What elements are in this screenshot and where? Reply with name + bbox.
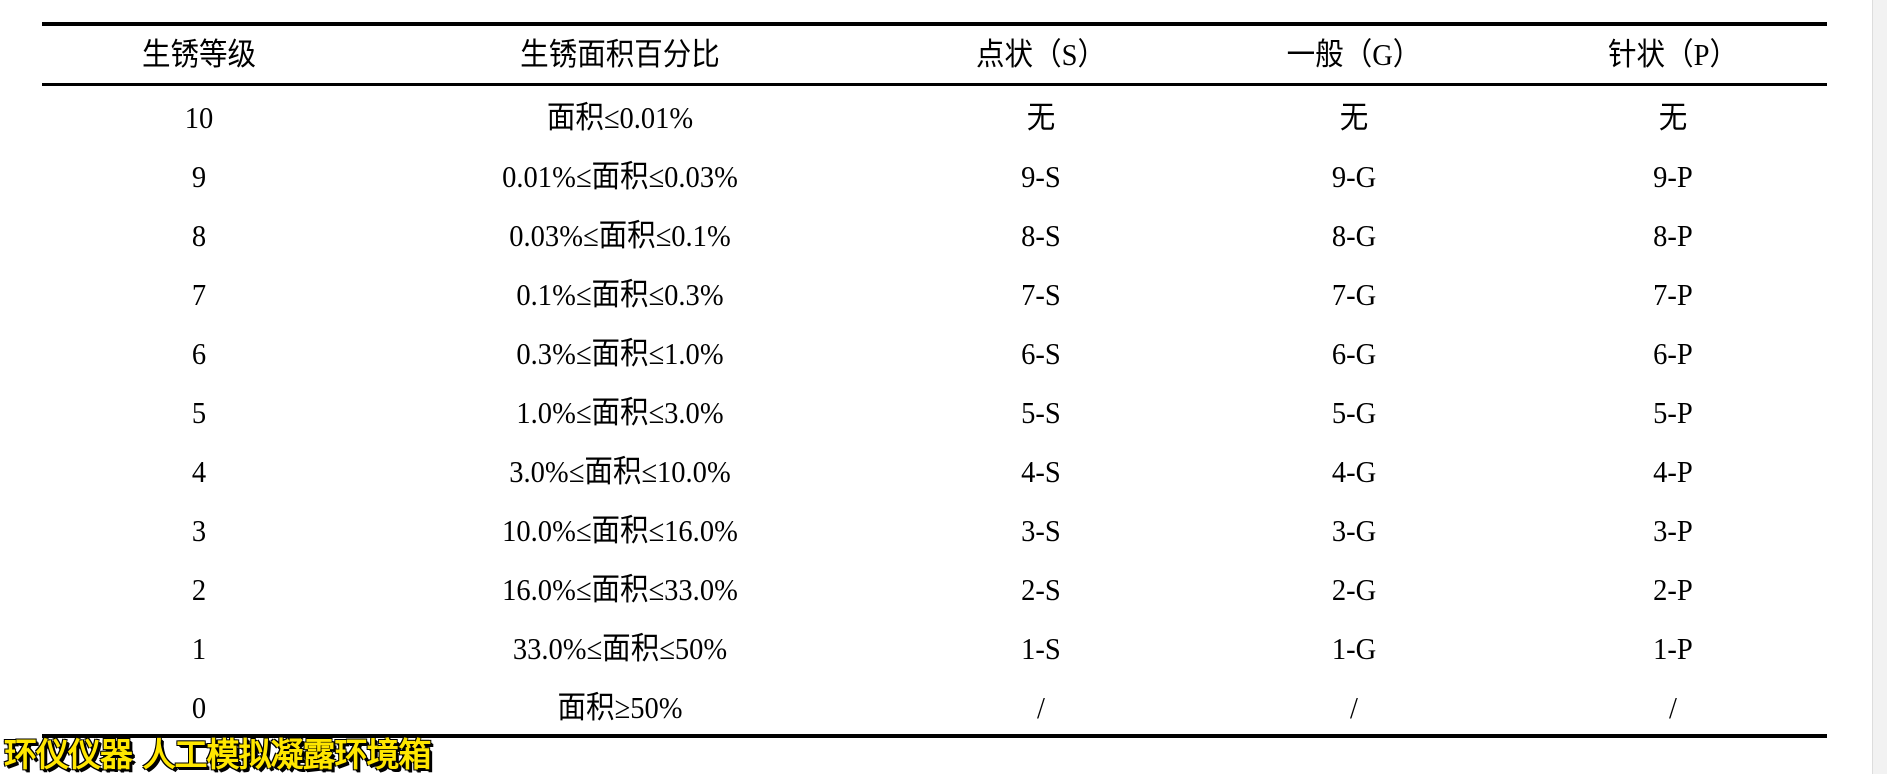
cell-area: 3.0%≤面积≤10.0% [509,454,731,489]
cell-spot: 9-S [1021,159,1061,194]
cell-general: 5-G [1331,395,1377,430]
table-row: 9 0.01%≤面积≤0.03% 9-S 9-G 9-P [42,147,1827,206]
cell-general: / [1350,690,1358,725]
table-row: 7 0.1%≤面积≤0.3% 7-S 7-G 7-P [42,265,1827,324]
table-row: 3 10.0%≤面积≤16.0% 3-S 3-G 3-P [42,501,1827,560]
cell-spot: 6-S [1021,336,1061,371]
cell-pinpoint: 4-P [1653,454,1693,489]
cell-general: 无 [1339,100,1369,135]
table-top-rule [42,22,1827,26]
cell-pinpoint: 7-P [1653,277,1693,312]
cell-area: 0.03%≤面积≤0.1% [509,218,731,253]
cell-pinpoint: 2-P [1653,572,1693,607]
cell-grade: 3 [191,513,207,548]
cell-general: 9-G [1331,159,1377,194]
table-row: 1 33.0%≤面积≤50% 1-S 1-G 1-P [42,619,1827,678]
cell-area: 1.0%≤面积≤3.0% [516,395,724,430]
cell-area: 16.0%≤面积≤33.0% [502,572,738,607]
cell-spot: 2-S [1021,572,1061,607]
cell-general: 8-G [1331,218,1377,253]
watermark-logo: 环仪仪器 人工模拟凝露环境箱 [4,735,431,774]
cell-pinpoint: 3-P [1653,513,1693,548]
table-row: 0 面积≥50% / / / [42,678,1827,737]
cell-grade: 9 [191,159,207,194]
header-general: 一般（G） [1286,37,1422,72]
cell-grade: 4 [191,454,207,489]
cell-pinpoint: 5-P [1653,395,1693,430]
cell-general: 7-G [1331,277,1377,312]
cell-area: 0.3%≤面积≤1.0% [516,336,724,371]
cell-spot: 3-S [1021,513,1061,548]
table-header-rule [42,83,1827,86]
table-row: 8 0.03%≤面积≤0.1% 8-S 8-G 8-P [42,206,1827,265]
cell-spot: / [1037,690,1045,725]
cell-area: 0.01%≤面积≤0.03% [502,159,738,194]
cell-grade: 8 [191,218,207,253]
table-header-row: 生锈等级 生锈面积百分比 点状（S） 一般（G） 针状（P） [42,25,1827,84]
cell-grade: 10 [184,100,214,135]
table-row: 2 16.0%≤面积≤33.0% 2-S 2-G 2-P [42,560,1827,619]
cell-spot: 8-S [1021,218,1061,253]
cell-spot: 4-S [1021,454,1061,489]
header-rust-grade: 生锈等级 [141,37,257,72]
cell-grade: 7 [191,277,207,312]
cell-general: 6-G [1331,336,1377,371]
cell-spot: 1-S [1021,631,1061,666]
cell-area: 10.0%≤面积≤16.0% [502,513,738,548]
cell-pinpoint: 8-P [1653,218,1693,253]
table-row: 5 1.0%≤面积≤3.0% 5-S 5-G 5-P [42,383,1827,442]
cell-area: 0.1%≤面积≤0.3% [516,277,724,312]
cell-pinpoint: / [1669,690,1677,725]
header-spot: 点状（S） [976,37,1106,72]
page-edge [1872,0,1887,774]
cell-general: 3-G [1331,513,1377,548]
cell-pinpoint: 1-P [1653,631,1693,666]
table-row: 4 3.0%≤面积≤10.0% 4-S 4-G 4-P [42,442,1827,501]
header-pinpoint: 针状（P） [1608,37,1738,72]
table-row: 6 0.3%≤面积≤1.0% 6-S 6-G 6-P [42,324,1827,383]
cell-pinpoint: 6-P [1653,336,1693,371]
cell-pinpoint: 9-P [1653,159,1693,194]
cell-area: 面积≤0.01% [546,100,694,135]
cell-area: 面积≥50% [557,690,683,725]
header-rust-area-percent: 生锈面积百分比 [520,37,720,72]
cell-general: 1-G [1331,631,1377,666]
cell-spot: 5-S [1021,395,1061,430]
cell-grade: 1 [191,631,207,666]
cell-grade: 6 [191,336,207,371]
cell-spot: 无 [1026,100,1056,135]
cell-grade: 2 [191,572,207,607]
cell-grade: 0 [191,690,207,725]
table-row: 10 面积≤0.01% 无 无 无 [42,88,1827,147]
cell-grade: 5 [191,395,207,430]
cell-spot: 7-S [1021,277,1061,312]
table-bottom-rule [42,734,1827,738]
cell-pinpoint: 无 [1658,100,1688,135]
cell-general: 4-G [1331,454,1377,489]
cell-area: 33.0%≤面积≤50% [512,631,728,666]
cell-general: 2-G [1331,572,1377,607]
